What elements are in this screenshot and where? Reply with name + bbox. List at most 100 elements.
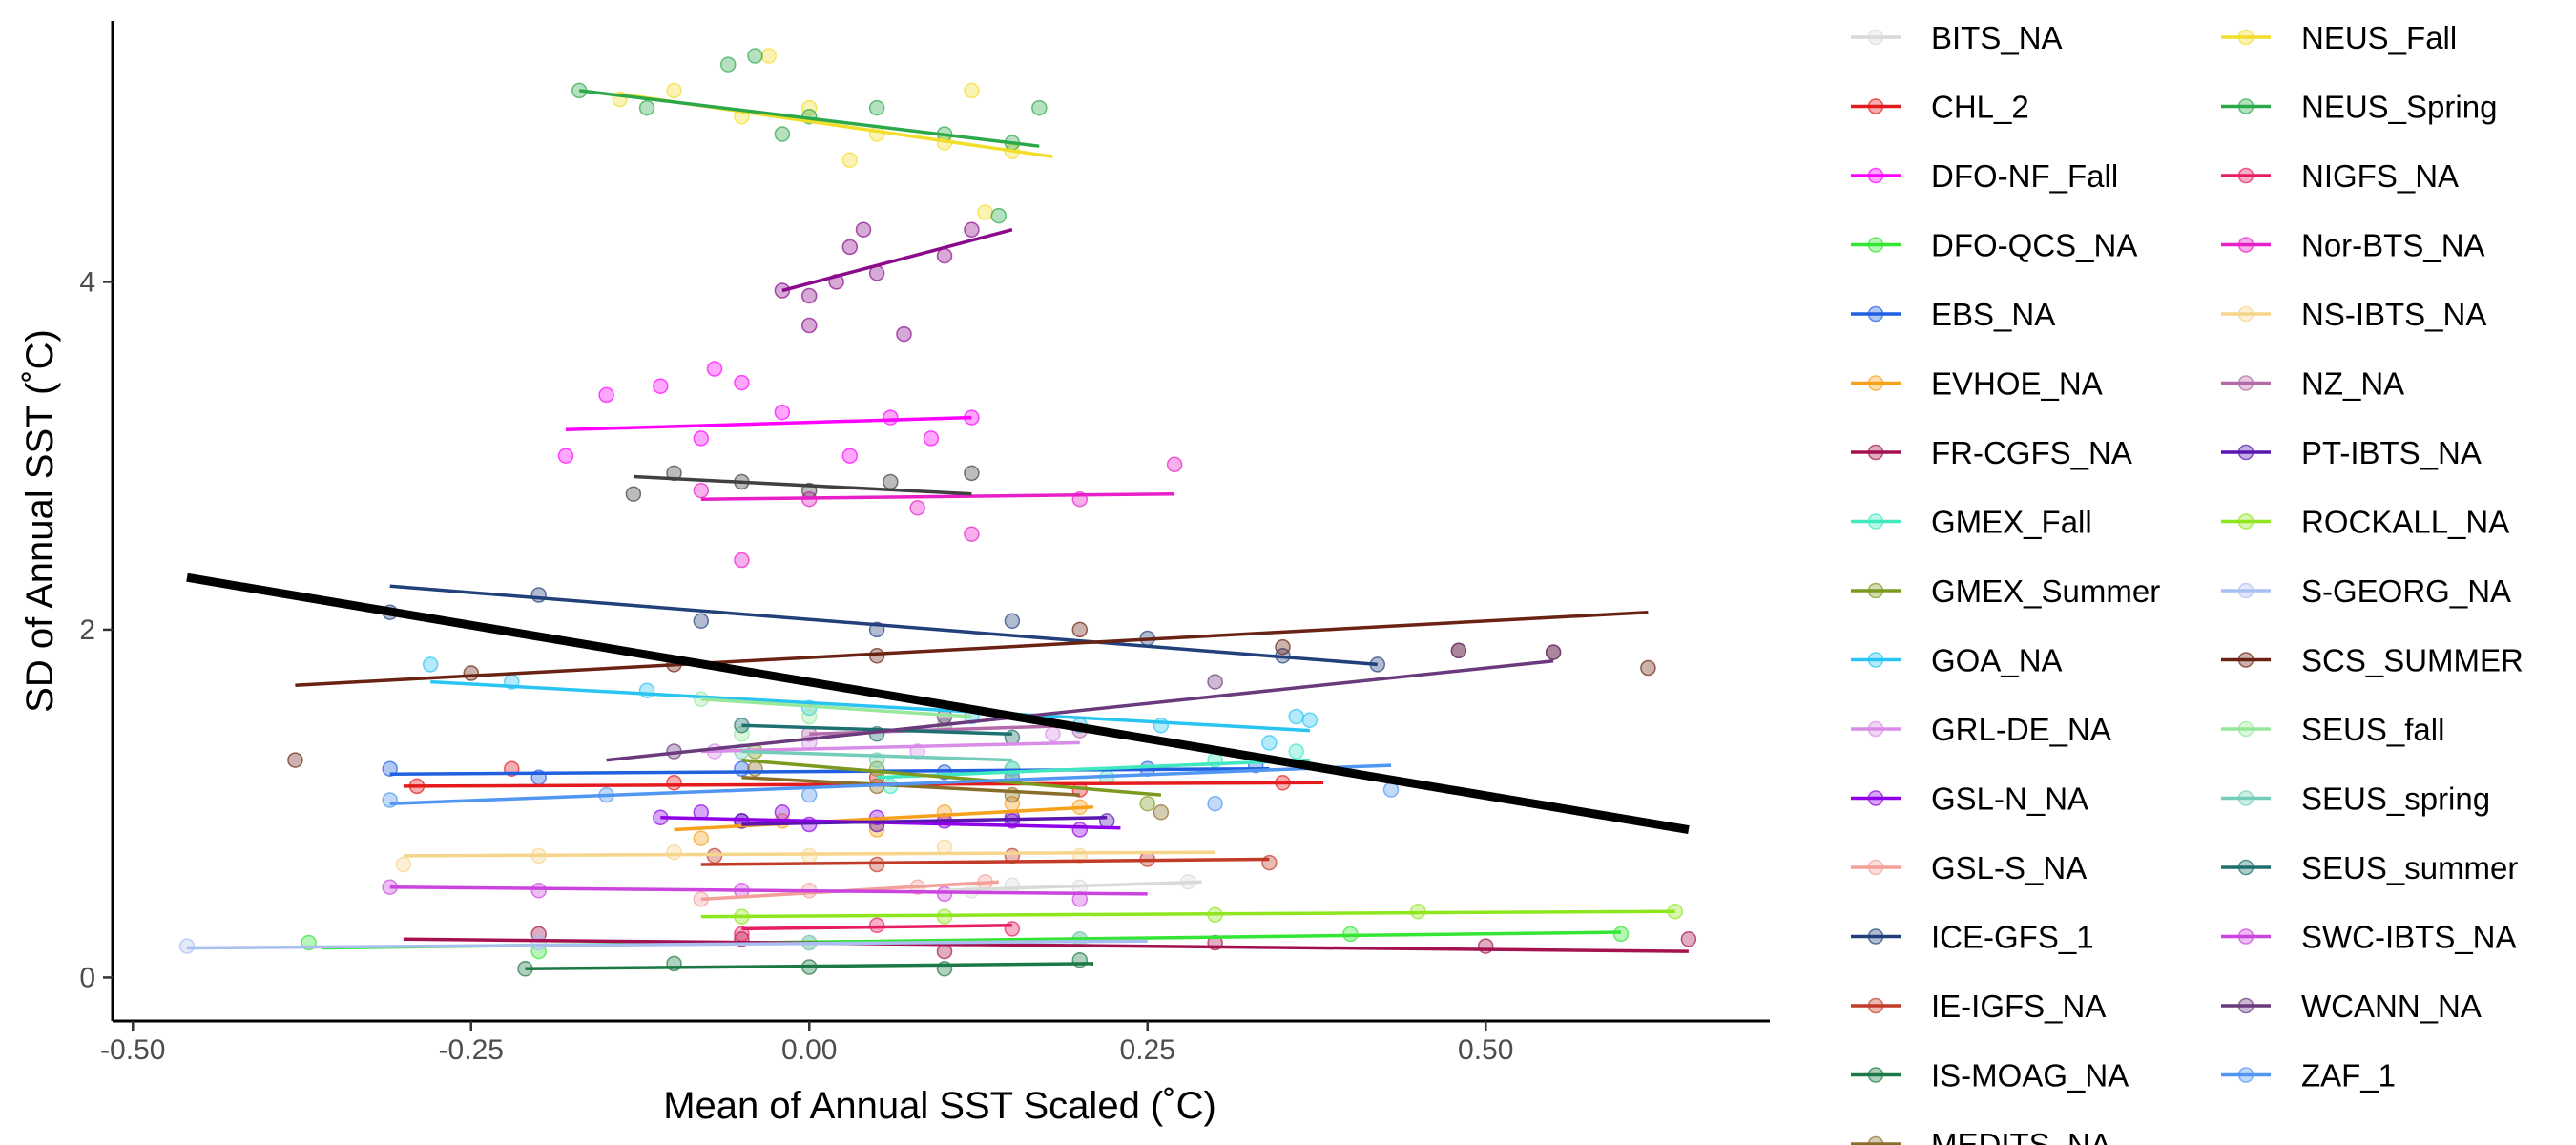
legend-label: Nor-BTS_NA — [2301, 228, 2485, 263]
point-18-1 — [638, 99, 655, 116]
ticks: -0.50 -0.25 0.00 0.25 0.50 0 2 4 — [79, 266, 1513, 1066]
point-25-1 — [530, 934, 547, 951]
point-11-3 — [774, 804, 791, 821]
point-18-2 — [719, 56, 737, 73]
point-21-3 — [800, 847, 818, 864]
legend-swatch-point — [1867, 859, 1884, 876]
legend-label: SEUS_fall — [2301, 712, 2444, 747]
point-33-5 — [964, 465, 980, 482]
legend-label: EVHOE_NA — [1931, 366, 2103, 402]
legend-swatch-point — [1867, 444, 1884, 461]
x-tick-label-1: -0.25 — [439, 1034, 504, 1066]
point-2-4 — [734, 374, 750, 391]
legend-label: SEUS_spring — [2301, 781, 2490, 817]
legend-swatch-point — [2237, 167, 2254, 184]
point-17-1 — [666, 82, 682, 99]
fit-line-25 — [186, 939, 1148, 950]
x-axis-title: Mean of Annual SST Scaled (˚C) — [663, 1085, 1216, 1127]
legend-label: ICE-GFS_1 — [1931, 920, 2094, 955]
point-26-4 — [1071, 621, 1089, 638]
point-2-3 — [693, 430, 710, 447]
legend-item: FR-CGFS_NA — [1851, 435, 2132, 470]
point-11-8 — [1071, 822, 1089, 838]
point-20-5 — [1166, 456, 1183, 473]
fit-line-13 — [389, 584, 1378, 667]
legend-item: ROCKALL_NA — [2221, 505, 2509, 540]
point-18-3 — [747, 48, 763, 64]
legend-swatch-point — [2237, 237, 2254, 253]
point-10-3 — [1045, 726, 1061, 742]
legend-label: GRL-DE_NA — [1931, 712, 2111, 747]
fit-line-0 — [944, 880, 1202, 893]
fit-line-15 — [525, 962, 1094, 971]
legend-item: WCANN_NA — [2221, 989, 2482, 1024]
point-31-4 — [1545, 644, 1562, 660]
point-0-3 — [1004, 877, 1021, 894]
point-3-5 — [1612, 926, 1630, 943]
legend-item: DFO-QCS_NA — [1851, 228, 2137, 263]
fit-line-19 — [741, 924, 1012, 931]
fit-line-8 — [741, 758, 1162, 797]
axes — [111, 21, 1770, 1023]
point-17-3 — [800, 99, 818, 116]
fit-line-2 — [565, 415, 972, 432]
legend-item: NEUS_Spring — [2221, 90, 2497, 125]
legend-label: SCS_SUMMER — [2301, 643, 2524, 678]
legend-swatch-point — [2237, 859, 2254, 876]
legend-item: PT-IBTS_NA — [2221, 435, 2482, 470]
point-31-3 — [1450, 642, 1467, 659]
fit-line-24 — [700, 909, 1675, 919]
legend-item: SEUS_spring — [2221, 781, 2490, 817]
legend-item: CHL_2 — [1851, 90, 2029, 125]
legend-label: ROCKALL_NA — [2301, 505, 2509, 540]
point-30-1 — [530, 883, 547, 899]
point-9-7 — [1288, 708, 1304, 725]
point-18-10 — [990, 207, 1008, 224]
legend-label: BITS_NA — [1931, 20, 2063, 55]
legend-item: NS-IBTS_NA — [2221, 297, 2486, 332]
point-16-3 — [1153, 804, 1170, 821]
fit-line-33 — [633, 474, 972, 496]
legend-label: ZAF_1 — [2301, 1058, 2396, 1093]
legend-item: NIGFS_NA — [2221, 158, 2459, 194]
plot-area — [178, 48, 1697, 977]
point-18-9 — [774, 126, 791, 142]
fit-line-9 — [430, 679, 1310, 733]
point-31-2 — [1207, 674, 1223, 690]
y-tick-label-1: 2 — [79, 614, 95, 646]
y-tick-label-2: 4 — [79, 266, 95, 298]
legend-swatch-point — [2237, 98, 2254, 114]
point-8-3 — [1139, 795, 1155, 812]
point-6-2 — [936, 943, 953, 960]
point-27-1 — [800, 708, 818, 725]
legend-label: DFO-QCS_NA — [1931, 228, 2137, 263]
legend-item: GSL-S_NA — [1851, 850, 2087, 885]
legend: BITS_NA CHL_2 DFO-NF_Fall DFO-QCS_NA EBS_NA E… — [1851, 20, 2524, 1145]
legend-swatch-point — [1867, 1135, 1884, 1145]
fit-line-16 — [741, 776, 1080, 797]
legend-item: NZ_NA — [2221, 366, 2404, 402]
fit-line-31 — [606, 658, 1554, 762]
legend-label: GSL-N_NA — [1931, 781, 2088, 817]
x-tick-label-0: -0.50 — [100, 1034, 165, 1066]
legend-item: GRL-DE_NA — [1851, 712, 2111, 747]
legend-swatch-point — [2237, 582, 2254, 599]
point-34-2 — [841, 239, 859, 256]
legend-swatch-point — [1867, 167, 1884, 184]
fit-line-14 — [700, 857, 1270, 866]
point-34-7 — [800, 317, 818, 334]
legend-swatch-point — [2237, 1067, 2254, 1083]
legend-label: MEDITS_NA — [1931, 1127, 2111, 1145]
legend-label: GMEX_Summer — [1931, 573, 2160, 609]
fit-line-27 — [700, 697, 972, 718]
point-2-1 — [598, 386, 614, 404]
legend-item: DFO-NF_Fall — [1851, 158, 2118, 194]
point-9-9 — [1261, 735, 1278, 751]
point-2-10 — [706, 361, 723, 377]
fit-line-18 — [578, 89, 1040, 148]
point-18-5 — [868, 99, 885, 116]
point-2-7 — [883, 409, 899, 426]
point-21-2 — [666, 843, 682, 861]
legend-item: GMEX_Summer — [1851, 573, 2160, 609]
point-26-8 — [1640, 659, 1656, 677]
